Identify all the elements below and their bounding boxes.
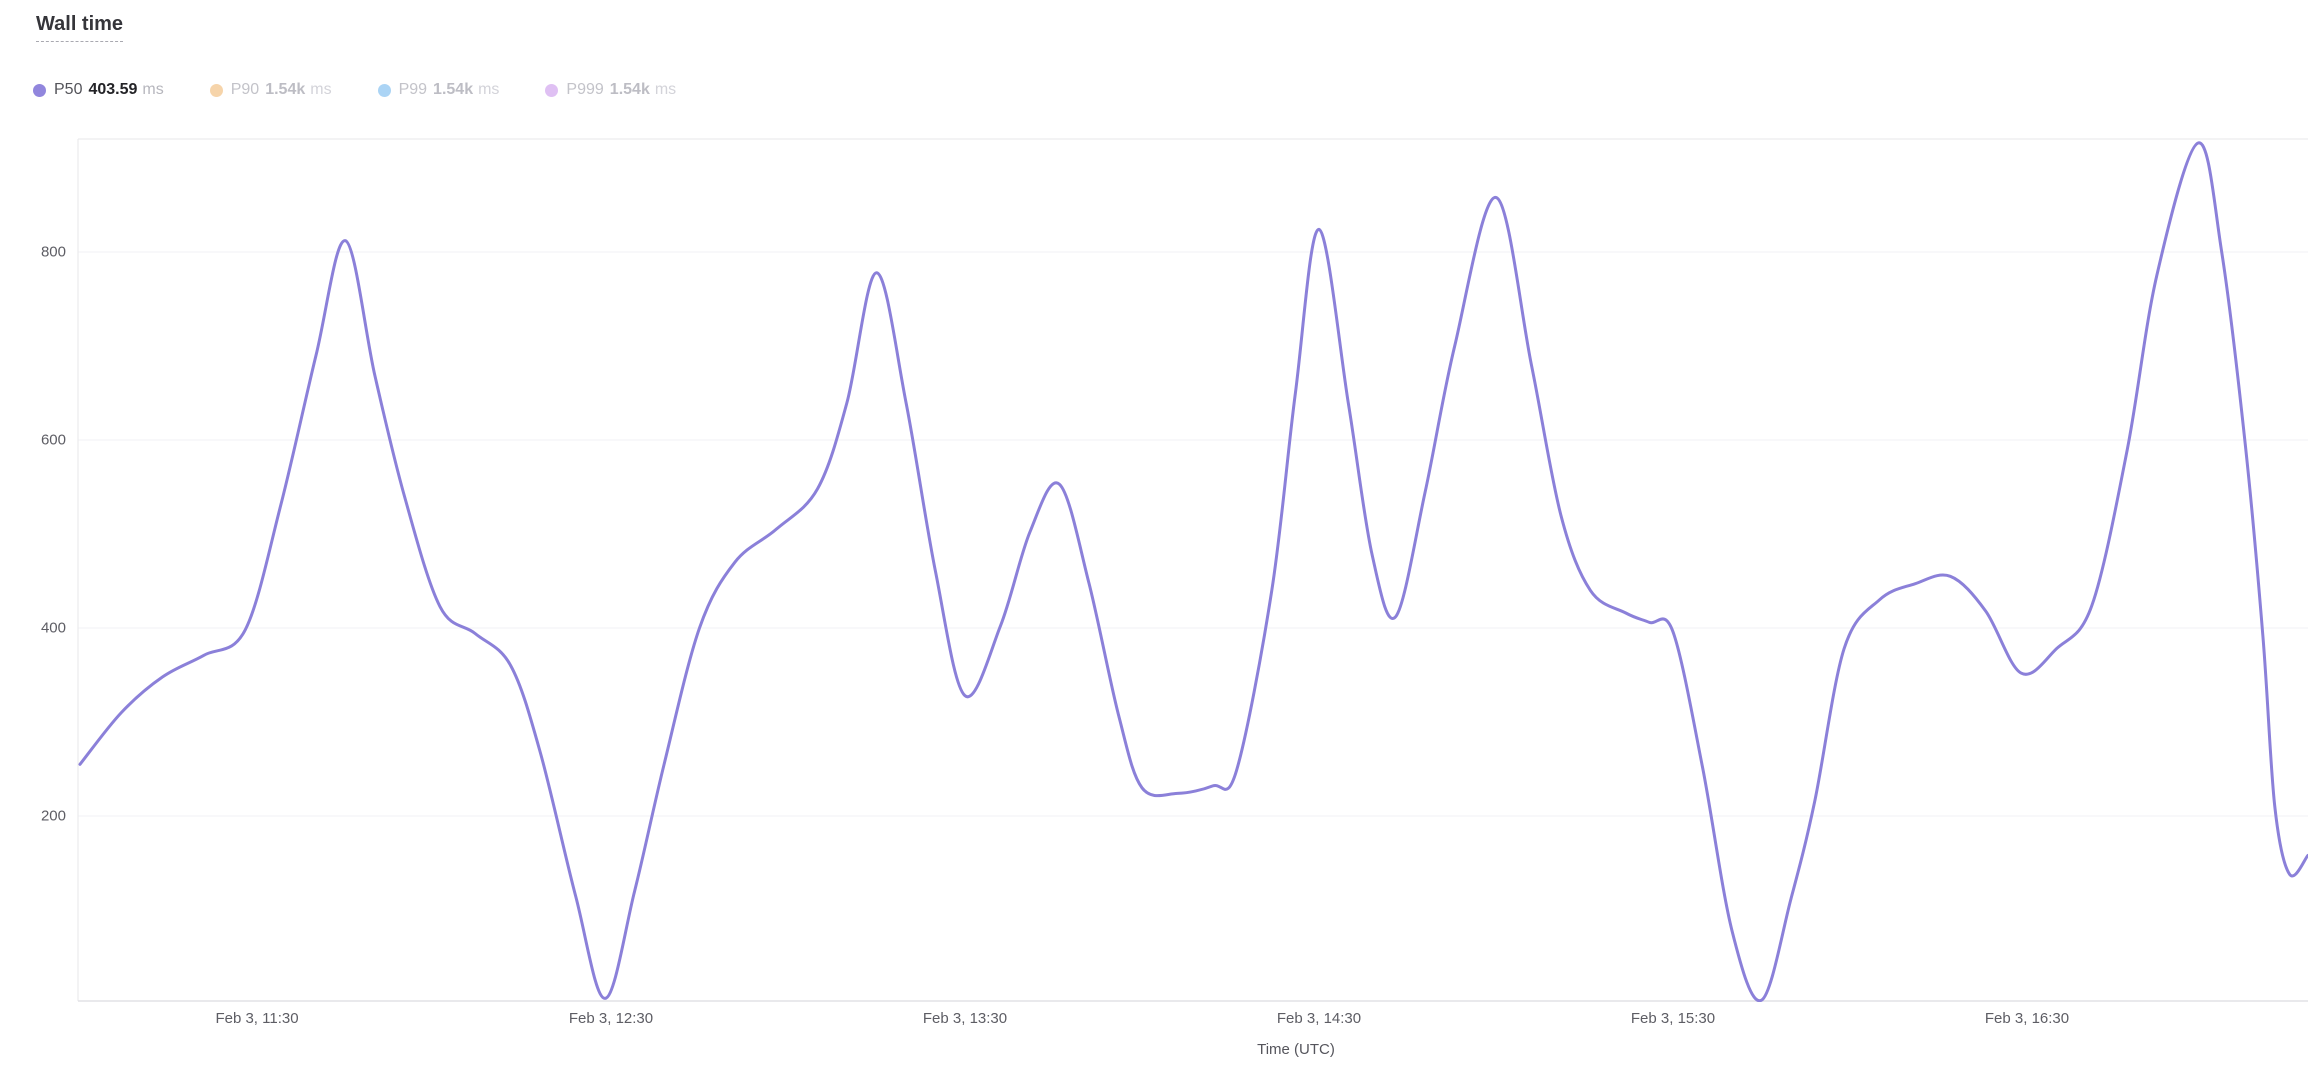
legend-series-name: P90	[230, 81, 260, 98]
legend-series-unit: ms	[142, 81, 164, 98]
plot-border	[77, 138, 2308, 1002]
legend-item-p99[interactable]: P99 1.54k ms	[377, 81, 500, 99]
page-title[interactable]: Wall time	[36, 13, 124, 42]
y-axis-label: 400	[40, 619, 66, 637]
p50-series-line	[78, 141, 2308, 1002]
y-axis-label: 800	[40, 243, 66, 261]
series-color-dot	[545, 83, 559, 97]
x-axis-label: Feb 3, 13:30	[922, 1010, 1008, 1027]
legend-item-p999[interactable]: P999 1.54k ms	[545, 81, 676, 99]
legend-series-name: P99	[398, 81, 428, 98]
series-color-dot	[377, 83, 391, 97]
x-axis-label: Feb 3, 11:30	[215, 1010, 299, 1027]
y-axis-label: 600	[40, 431, 66, 449]
y-axis-label: 200	[40, 807, 66, 825]
legend-series-value: 1.54k	[265, 81, 306, 98]
legend-series-value: 1.54k	[433, 81, 474, 98]
legend-series-unit: ms	[654, 81, 677, 98]
x-axis-label: Feb 3, 15:30	[1630, 1010, 1716, 1027]
legend-item-p50[interactable]: P50 403.59 ms	[33, 81, 164, 99]
series-color-dot	[209, 83, 223, 97]
legend-series-unit: ms	[310, 81, 332, 98]
legend-series-value: 1.54k	[609, 81, 650, 98]
series-color-dot	[33, 83, 46, 97]
legend-item-p90[interactable]: P90 1.54k ms	[209, 81, 332, 99]
x-axis-label: Feb 3, 12:30	[568, 1010, 654, 1027]
x-axis-label: Feb 3, 14:30	[1276, 1010, 1362, 1027]
legend-series-name: P50	[54, 81, 83, 98]
legend-series-name: P999	[566, 81, 604, 98]
legend-series-unit: ms	[478, 81, 500, 98]
legend: P50 403.59 ms P90 1.54k ms P99 1.54k ms …	[33, 81, 676, 99]
x-axis-title: Time (UTC)	[1257, 1041, 1335, 1058]
x-axis-label: Feb 3, 16:30	[1984, 1010, 2070, 1027]
gridlines	[78, 251, 2308, 817]
legend-series-value: 403.59	[88, 81, 138, 98]
